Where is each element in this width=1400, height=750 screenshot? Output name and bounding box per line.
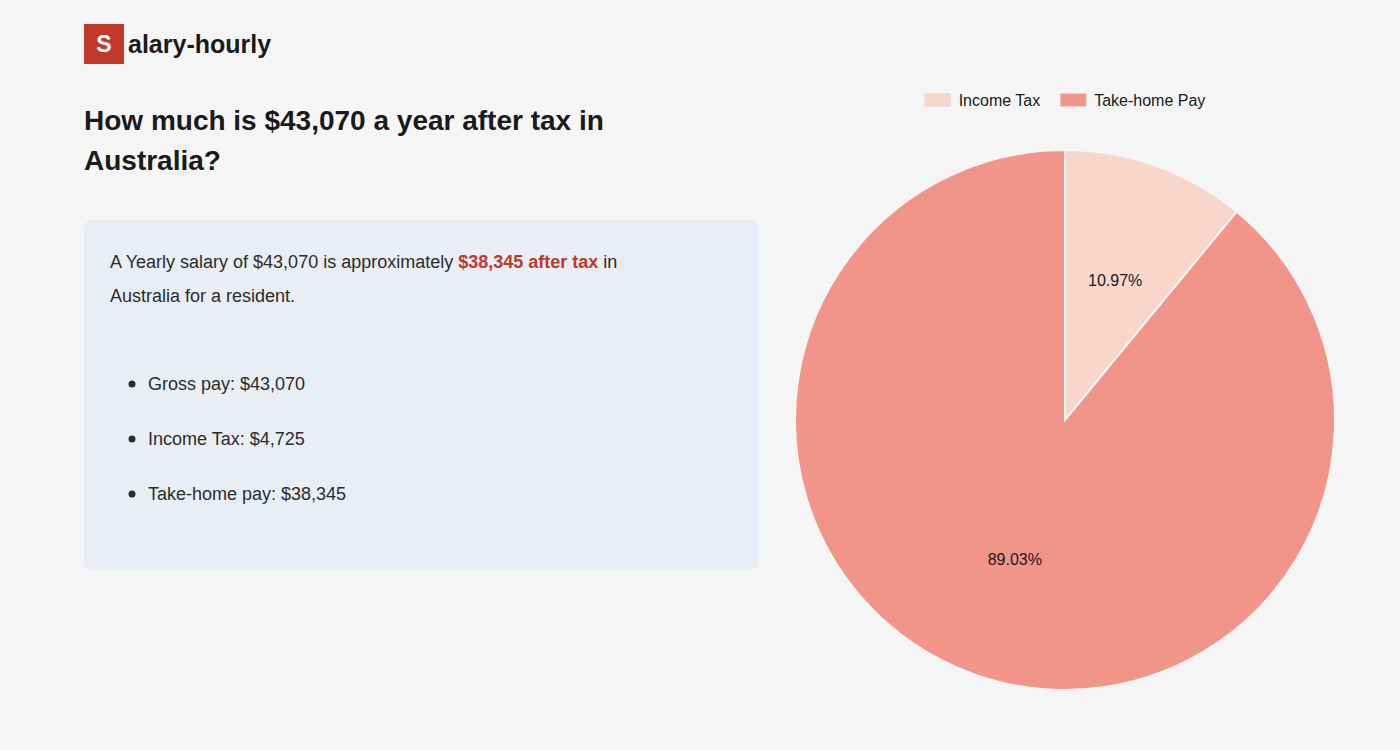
data-label: 10.97% — [1088, 272, 1142, 289]
pie — [795, 150, 1335, 690]
info-run: $38,345 after tax — [458, 252, 598, 272]
bullet-dot — [129, 381, 136, 388]
legend-label: Income Tax — [959, 92, 1041, 109]
bullet-dot — [129, 491, 136, 498]
info-box — [84, 220, 759, 570]
legend-swatch — [925, 94, 951, 107]
info-line: A Yearly salary of $43,070 is approximat… — [110, 252, 617, 272]
bullet-item: Take-home pay: $38,345 — [148, 484, 346, 504]
data-label: 89.03% — [988, 551, 1042, 568]
data-labels: 10.97% 89.03% — [988, 272, 1143, 569]
title: Australia? — [84, 145, 221, 176]
legend-label: Take-home Pay — [1094, 92, 1205, 109]
bullet-item: Income Tax: $4,725 — [148, 429, 305, 449]
legend: Income Tax Take-home Pay — [925, 92, 1206, 109]
logo: Salary-hourly — [84, 24, 271, 64]
logo-letter: S — [96, 31, 111, 57]
bullet-item: Gross pay: $43,070 — [148, 374, 305, 394]
info-run: A Yearly salary of $43,070 is approximat… — [110, 252, 458, 272]
title: How much is $43,070 a year after tax in — [84, 105, 604, 136]
pie-slice — [795, 150, 1335, 690]
legend-swatch — [1060, 94, 1086, 107]
info-line: Australia for a resident. — [110, 286, 295, 306]
background — [0, 0, 1400, 750]
bullet-dot — [129, 436, 136, 443]
info-run: in — [598, 252, 617, 272]
logo-text: alary-hourly — [128, 30, 271, 58]
canvas: Salary-hourly How much is $43,070 a year … — [0, 0, 1400, 750]
logo-box — [84, 24, 124, 64]
legend-item: Take-home Pay — [1060, 92, 1205, 109]
legend-item: Income Tax — [925, 92, 1041, 109]
